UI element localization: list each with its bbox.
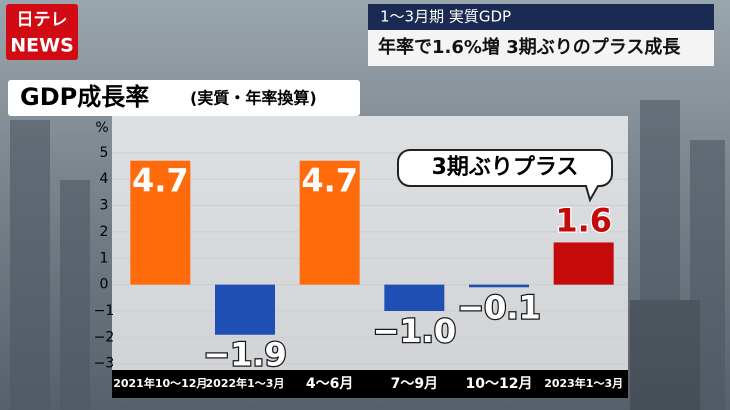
bar xyxy=(469,284,529,288)
annotation: 3期ぶりプラス xyxy=(432,155,579,180)
headline: 年率で1.6%増 3期ぶりのプラス成長 xyxy=(378,36,681,58)
x-tick-label: 2022年1〜3月 xyxy=(206,376,285,390)
value-label: −1.9 xyxy=(203,336,287,374)
title-box xyxy=(8,80,360,116)
annotation-bubble xyxy=(397,149,613,203)
value-label: 4.7 xyxy=(301,162,358,200)
bar xyxy=(299,160,360,285)
chart-subtitle: (実質・年率換算) xyxy=(190,89,317,108)
value-label: 4.7 xyxy=(132,162,189,200)
y-axis-label: % xyxy=(95,120,108,136)
bar xyxy=(130,160,191,285)
x-tick-label: 2023年1〜3月 xyxy=(544,376,623,390)
y-tick-label: 1 xyxy=(100,250,109,266)
y-tick-label: 5 xyxy=(100,145,109,161)
bar xyxy=(215,284,275,335)
y-tick-label: 4 xyxy=(100,171,109,187)
y-tick-label: 2 xyxy=(100,224,109,240)
y-tick-label: −2 xyxy=(94,329,115,345)
logo-bottom: NEWS xyxy=(10,35,74,57)
y-tick-label: −3 xyxy=(94,356,115,372)
x-tick-label: 10〜12月 xyxy=(466,376,533,392)
logo: 日テレ NEWS xyxy=(6,4,78,60)
city-blocks xyxy=(10,100,725,410)
value-label: 1.6 xyxy=(555,201,612,239)
x-tick-label: 2021年10〜12月 xyxy=(113,376,207,390)
y-tick-label: 3 xyxy=(100,198,109,214)
value-label: −0.1 xyxy=(457,288,541,326)
category-band xyxy=(112,370,628,398)
y-tick-label: −1 xyxy=(94,303,115,319)
headline-box xyxy=(368,30,714,66)
bar xyxy=(384,284,445,311)
x-tick-label: 7〜9月 xyxy=(391,376,438,392)
kicker: 1〜3月期 実質GDP xyxy=(380,8,511,26)
kicker-box xyxy=(368,4,714,30)
logo-box xyxy=(6,4,78,60)
chart-title: GDP成長率 xyxy=(20,83,149,111)
value-label: −1.0 xyxy=(373,312,457,350)
bar xyxy=(553,242,614,285)
x-tick-label: 4〜6月 xyxy=(306,376,353,392)
logo-top: 日テレ xyxy=(17,10,68,30)
y-tick-label: 0 xyxy=(100,277,109,293)
